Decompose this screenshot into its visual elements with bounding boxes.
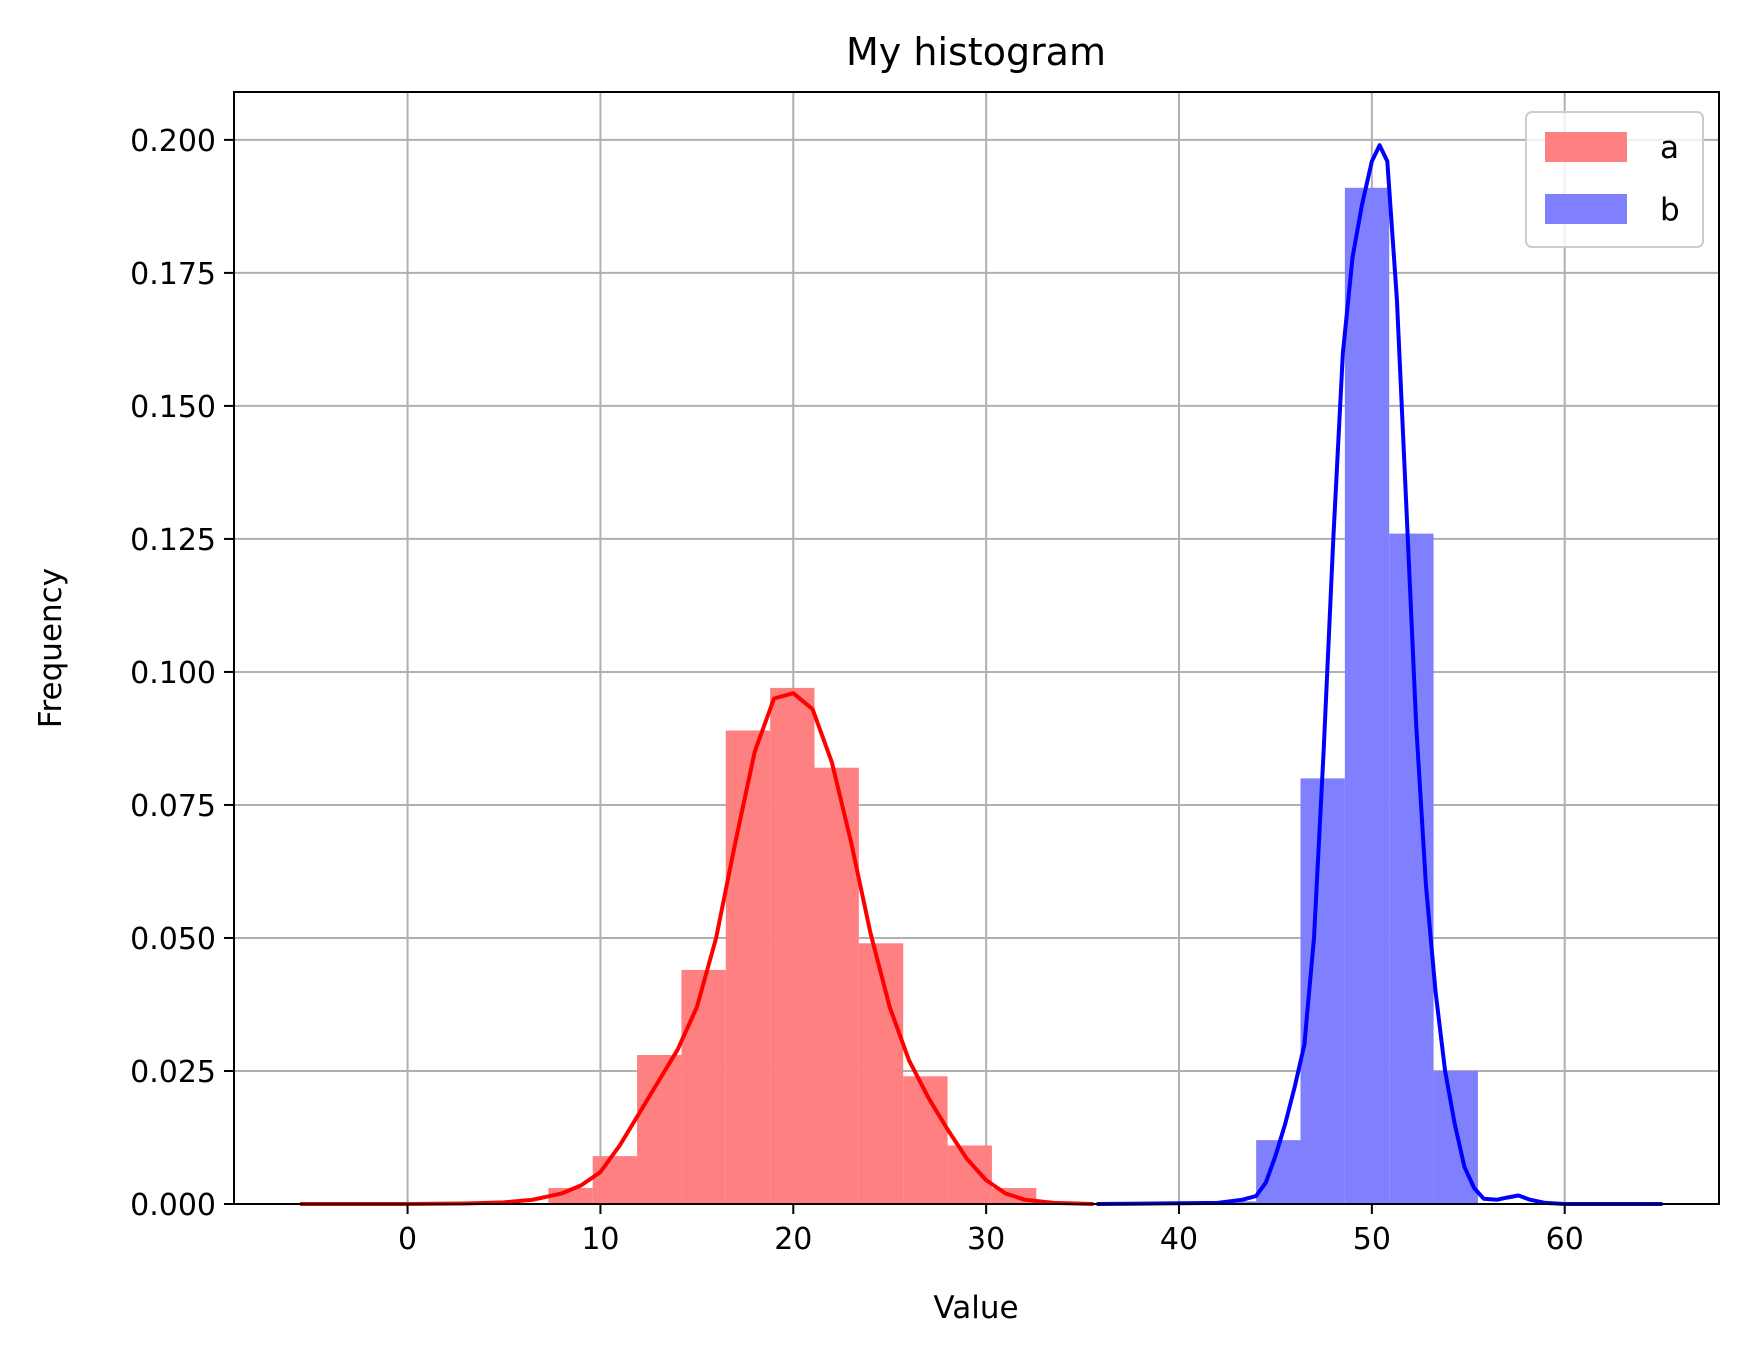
histogram-bar-a	[903, 1076, 948, 1204]
y-tick-label: 0.000	[130, 1188, 216, 1223]
plot-frame	[233, 91, 1720, 1205]
y-tick-label: 0.150	[130, 390, 216, 425]
x-tick-label: 10	[581, 1222, 619, 1257]
x-tick-label: 30	[967, 1222, 1005, 1257]
y-tick-label: 0.100	[130, 656, 216, 691]
x-tick-label: 40	[1160, 1222, 1198, 1257]
y-tick-label: 0.125	[130, 523, 216, 558]
histogram-bar-a	[814, 767, 859, 1204]
chart-title: My histogram	[846, 30, 1106, 74]
y-tick-label: 0.175	[130, 257, 216, 292]
y-tick-label: 0.050	[130, 922, 216, 957]
y-axis-label: Frequency	[33, 568, 69, 728]
histogram-bar-a	[770, 687, 815, 1204]
legend-swatch-a	[1545, 132, 1627, 162]
histogram-bar-a	[592, 1156, 638, 1204]
y-tick-label: 0.200	[130, 124, 216, 159]
x-tick-label: 50	[1353, 1222, 1391, 1257]
histogram-bar-b	[1344, 187, 1390, 1205]
kde-curve-b	[1096, 143, 1664, 1206]
legend-swatch-b	[1545, 194, 1627, 224]
legend: a b	[1525, 111, 1704, 248]
histogram-bar-b	[1300, 778, 1345, 1204]
x-tick-label: 20	[774, 1222, 812, 1257]
density-curves	[299, 143, 1664, 1206]
histogram-bar-b	[1229, 1201, 1257, 1204]
histogram-bar-a	[725, 730, 771, 1204]
legend-label-a: a	[1660, 130, 1679, 166]
axis-ticks: 0 10 20 30 40 50 60 0.000 0.025 0.050 0.075 0.100 0.…	[130, 124, 1584, 1257]
x-tick-label: 0	[398, 1222, 417, 1257]
plot-area	[234, 92, 1719, 1204]
x-tick-label: 60	[1546, 1222, 1584, 1257]
histogram-bar-a	[858, 943, 904, 1204]
x-axis-label: Value	[933, 1290, 1018, 1326]
legend-label-b: b	[1660, 192, 1680, 228]
histogram-bar-a	[947, 1145, 992, 1204]
y-tick-label: 0.075	[130, 789, 216, 824]
kde-curve-a	[299, 691, 1095, 1206]
histogram-bar-a	[681, 969, 726, 1204]
y-tick-label: 0.025	[130, 1055, 216, 1090]
